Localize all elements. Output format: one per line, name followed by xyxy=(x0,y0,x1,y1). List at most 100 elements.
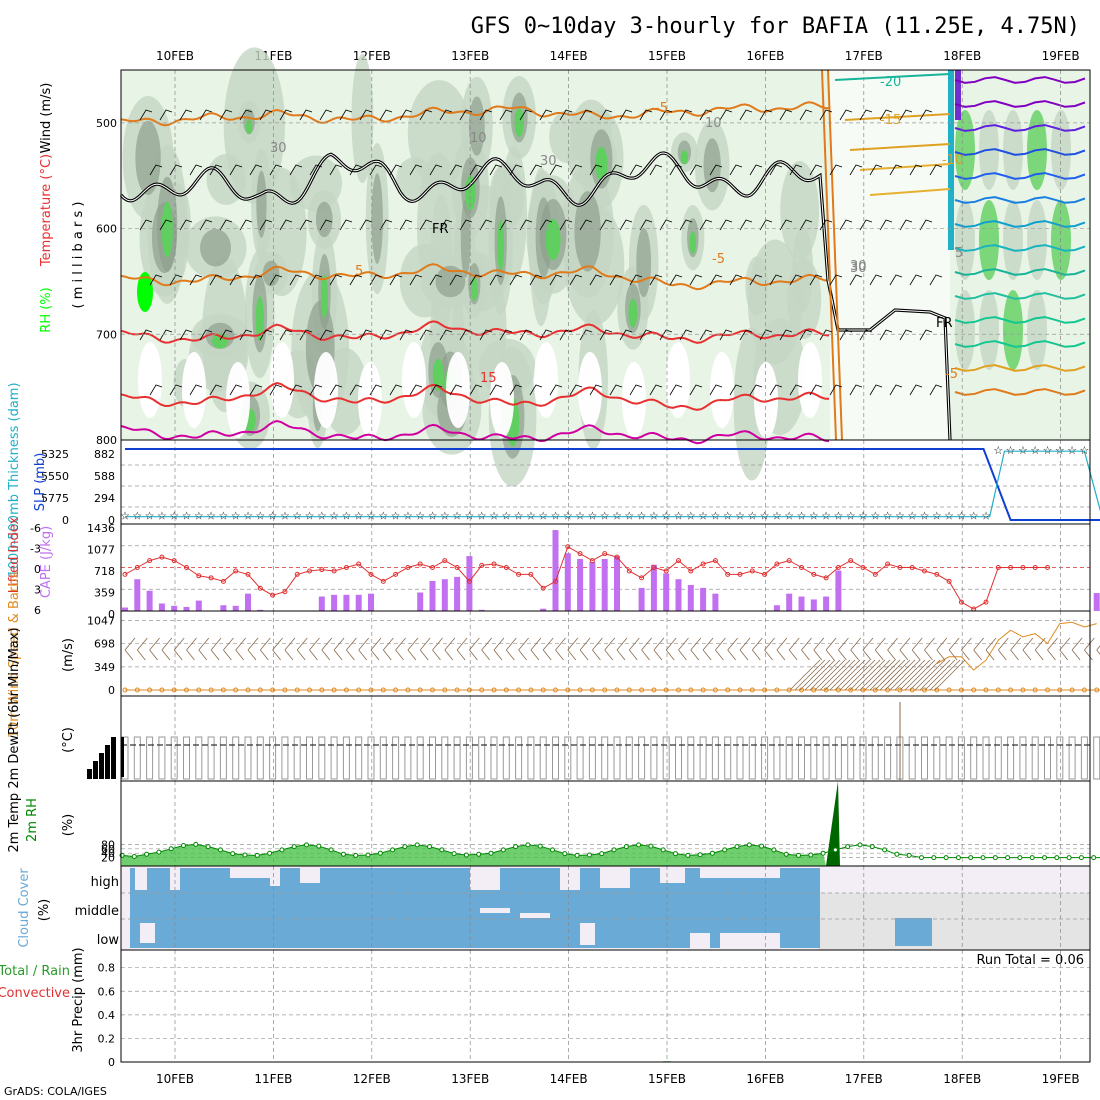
rh2m-point xyxy=(992,855,998,861)
lifted-index-point xyxy=(1008,565,1014,570)
isotherm-steep xyxy=(827,69,843,441)
wind-barb xyxy=(839,219,853,231)
slp-tick: 882 xyxy=(94,448,115,461)
wind-barb xyxy=(529,274,543,286)
temp-range-box xyxy=(453,736,461,780)
rh-contour-late xyxy=(1003,290,1023,370)
wind-speed-point xyxy=(774,687,780,693)
temp-range-box xyxy=(281,736,289,780)
lifted-index-point xyxy=(811,571,817,577)
wind-barb xyxy=(919,109,933,121)
wind-barb xyxy=(589,384,603,396)
cloud-gap xyxy=(700,868,780,878)
wind-barb xyxy=(509,384,523,396)
rh2m-point xyxy=(279,847,285,853)
wind-barb xyxy=(219,329,233,341)
wind-barb xyxy=(559,109,573,121)
cape-bar xyxy=(1093,593,1100,611)
thickness-tick: 0 xyxy=(62,514,69,527)
thickness-marker: ☆ xyxy=(378,510,388,523)
wind-barb xyxy=(209,274,223,286)
temp-range-box xyxy=(945,736,953,780)
wind-speed-point xyxy=(356,687,362,693)
temp-range-box xyxy=(207,736,215,780)
rh-contour-dark xyxy=(636,227,652,298)
wind-barb xyxy=(659,329,673,341)
wind-speed-point xyxy=(971,687,977,693)
temp-range-box xyxy=(367,736,375,780)
wind-barb xyxy=(569,164,583,176)
wind-speed-point xyxy=(430,687,435,693)
thickness-marker: ☆ xyxy=(145,510,155,523)
wind-speed-point xyxy=(368,687,374,693)
thickness-marker: ☆ xyxy=(292,510,302,523)
wind-barb-hatch xyxy=(914,659,946,691)
precip-tick: 0.8 xyxy=(98,962,116,975)
wind-barb-10m xyxy=(727,637,739,661)
cape-bar xyxy=(368,593,374,611)
isotherm-steep xyxy=(821,69,837,441)
lifted-index-point xyxy=(454,565,460,570)
cloud-gap xyxy=(560,868,580,890)
isotherm-line xyxy=(120,101,830,127)
wind-barb xyxy=(379,109,393,121)
temp-range-box xyxy=(478,736,486,780)
wind-barb xyxy=(619,219,633,231)
wind-barb xyxy=(499,329,513,341)
wind-speed-point xyxy=(319,687,325,693)
wind-barb xyxy=(549,164,563,176)
wind-barb xyxy=(279,329,293,341)
wind-barb xyxy=(769,384,783,396)
lifted-index-point xyxy=(134,565,140,570)
wind-barb-10m xyxy=(1010,637,1021,661)
wind-barb xyxy=(649,164,663,176)
wind-barb xyxy=(749,164,763,176)
temp-range-box xyxy=(392,736,400,780)
wind-barb xyxy=(729,274,743,286)
lifted-index-point xyxy=(651,565,657,570)
wind-barb-10m xyxy=(715,637,726,661)
wind-speed-point xyxy=(233,687,239,693)
isotherm-late xyxy=(954,340,1086,348)
wind-barb xyxy=(729,384,743,396)
lifted-index-point xyxy=(774,561,780,567)
wind-barb-10m xyxy=(813,637,825,661)
cloud-level-label: middle xyxy=(75,904,119,919)
rh-dry-pocket xyxy=(622,362,646,438)
cloud-gap xyxy=(690,933,710,948)
lifted-index-point xyxy=(553,578,558,584)
temp-range-box xyxy=(441,736,449,780)
cape-tick: 0 xyxy=(108,608,115,621)
wind-barb xyxy=(599,329,613,341)
contour-label: -10 xyxy=(942,153,963,168)
temp-range-box xyxy=(748,736,756,780)
thickness-marker: ☆ xyxy=(710,510,720,523)
wind-barb xyxy=(679,329,693,341)
rh2m-point xyxy=(1066,855,1072,861)
wind-barb xyxy=(669,274,683,286)
rh-dry-pocket xyxy=(710,352,734,428)
cape-bar xyxy=(589,561,596,611)
thickness-marker: ☆ xyxy=(243,510,253,523)
wind-barb xyxy=(299,109,313,121)
wind-barb-10m xyxy=(874,637,886,661)
wind-barb-hatch xyxy=(809,659,841,691)
wind-barb xyxy=(709,164,723,176)
wind-speed-point xyxy=(294,687,300,693)
temp-range-box xyxy=(871,736,879,780)
thickness-marker: ☆ xyxy=(218,510,228,523)
wind-barb-10m xyxy=(555,637,566,661)
wind-speed-point xyxy=(897,687,903,693)
lifted-index-point xyxy=(565,544,571,550)
wind-speed-point xyxy=(405,687,411,693)
wind-barb xyxy=(739,109,753,121)
wind-barb xyxy=(329,274,343,286)
wind-barb xyxy=(499,109,513,121)
wind-barb xyxy=(819,109,833,121)
date-label-bottom: 14FEB xyxy=(550,1072,588,1086)
wind-barb xyxy=(549,384,563,396)
wind-speed-point xyxy=(343,687,349,693)
thickness-marker: ☆ xyxy=(956,510,966,523)
temp-range-box xyxy=(711,736,719,780)
wind-barb xyxy=(619,109,633,121)
